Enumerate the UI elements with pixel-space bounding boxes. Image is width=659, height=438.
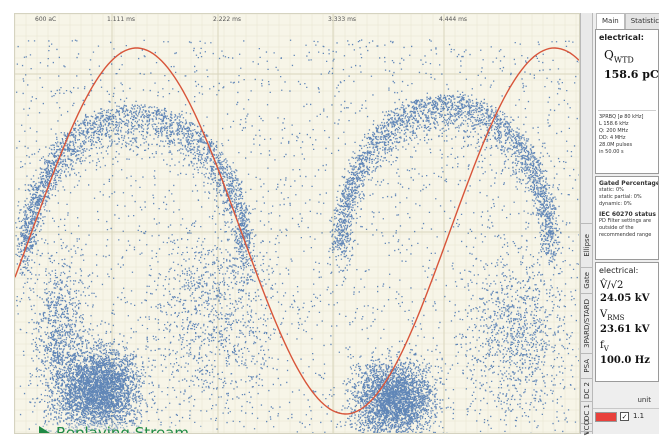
- pd-pulse-points: [15, 39, 579, 433]
- voltage-rms-value: 23.61 kV: [600, 324, 650, 335]
- frequency-value: 100.0 Hz: [600, 355, 650, 366]
- tab-psa[interactable]: PSA: [581, 353, 593, 378]
- tab-gate[interactable]: Gate: [581, 267, 593, 293]
- gated-percentages-box: Gated Percentages static: 0% static part…: [595, 176, 659, 260]
- frequency-symbol: fV: [596, 335, 658, 353]
- charge-symbol-letter: Q: [604, 48, 614, 62]
- voltage-peak-symbol: V̂/√2: [600, 280, 624, 291]
- voltage-peak-value: 24.05 kV: [600, 293, 650, 304]
- tab-label: PSA: [583, 359, 591, 373]
- charge-symbol: QWTD: [596, 42, 658, 64]
- electrical-label: electrical:: [599, 33, 644, 42]
- tab-label: DC 2: [583, 381, 591, 399]
- info-line: DD: 4 MHz: [599, 135, 626, 142]
- replay-status[interactable]: Replaying Stream...: [35, 424, 208, 434]
- voltage-rms-symbol: VRMS: [596, 304, 658, 322]
- info-line: in 50.00 s: [599, 149, 624, 156]
- unit-color-swatch[interactable]: [595, 412, 617, 422]
- measurement-panel: Main Statistics electrical: QWTD 158.6 p…: [593, 13, 659, 434]
- gated-title: Gated Percentages: [599, 180, 659, 187]
- panel-tabs: Main Statistics: [593, 13, 659, 29]
- rms-letter: V: [600, 309, 608, 320]
- unit-legend: unit ✓ 1.1: [593, 384, 659, 434]
- tab-dc-2[interactable]: DC 2: [581, 378, 593, 401]
- gated-row: static partial: 0%: [599, 194, 642, 200]
- tab-ellipse[interactable]: Ellipse: [581, 223, 593, 267]
- gated-row: dynamic: 0%: [599, 201, 632, 207]
- legend-header: unit: [637, 396, 651, 404]
- divider: [598, 110, 656, 112]
- charge-symbol-subscript: WTD: [613, 55, 634, 65]
- iec-status-line: PD Filter settings are: [599, 218, 652, 224]
- rms-subscript: RMS: [607, 314, 625, 322]
- iec-status-line: recommended range: [599, 232, 652, 238]
- charge-value: 158.6 pC: [604, 68, 659, 82]
- info-line: Q: 200 MHz: [599, 128, 629, 135]
- time-tick-label: 4.444 ms: [439, 16, 468, 23]
- tab-statistics[interactable]: Statistics: [624, 13, 659, 29]
- iec-status-title: IEC 60270 status: [599, 211, 656, 218]
- y-axis-top-label: 600 aC: [35, 16, 57, 23]
- time-tick-label: 3.333 ms: [328, 16, 357, 23]
- play-icon[interactable]: [39, 426, 50, 433]
- tab-dc-1[interactable]: DC 1: [581, 401, 593, 423]
- electrical-label: electrical:: [599, 266, 639, 275]
- tab-3pard-stard[interactable]: 3PARD/STARD: [581, 293, 593, 353]
- tab-label: DC 1: [583, 404, 591, 421]
- info-line: 28.0M pulses: [599, 142, 633, 149]
- voltage-readout-box: electrical: V̂/√2 24.05 kV VRMS 23.61 kV…: [595, 262, 659, 382]
- tab-main[interactable]: Main: [596, 13, 625, 29]
- iec-status-line: outside of the: [599, 225, 634, 231]
- charge-readout-box: electrical: QWTD 158.6 pC 3PRBQ [ø 80 kH…: [595, 29, 659, 174]
- info-line: L 158.6 kHz: [599, 121, 629, 128]
- tab-label: Gate: [583, 272, 591, 289]
- prpd-scatter-canvas: [15, 14, 579, 433]
- freq-letter: f: [600, 340, 604, 351]
- tab-label: Ellipse: [583, 234, 591, 257]
- unit-visibility-checkbox[interactable]: ✓: [620, 412, 629, 421]
- voltage-sine-curve: [15, 47, 579, 415]
- info-line: 3PRBQ [ø 80 kHz]: [599, 114, 644, 121]
- time-tick-label: 1.111 ms: [107, 16, 136, 23]
- time-tick-label: 2.222 ms: [213, 16, 242, 23]
- tab-i[interactable]: I: [581, 431, 593, 434]
- unit-label: 1.1: [633, 412, 645, 420]
- tab-vco[interactable]: VCO: [581, 420, 593, 435]
- divider: [593, 408, 659, 409]
- prpd-plot[interactable]: 600 aC 1.111 ms 2.222 ms 3.333 ms 4.444 …: [14, 13, 580, 434]
- tab-label: I: [583, 431, 591, 435]
- replay-status-text: Replaying Stream...: [56, 424, 204, 434]
- freq-subscript: V: [603, 345, 609, 353]
- gated-row: static: 0%: [599, 187, 624, 193]
- vertical-tab-strip: Ellipse Gate 3PARD/STARD PSA DC 2 DC 1 V…: [580, 13, 593, 435]
- tab-label: 3PARD/STARD: [583, 299, 591, 348]
